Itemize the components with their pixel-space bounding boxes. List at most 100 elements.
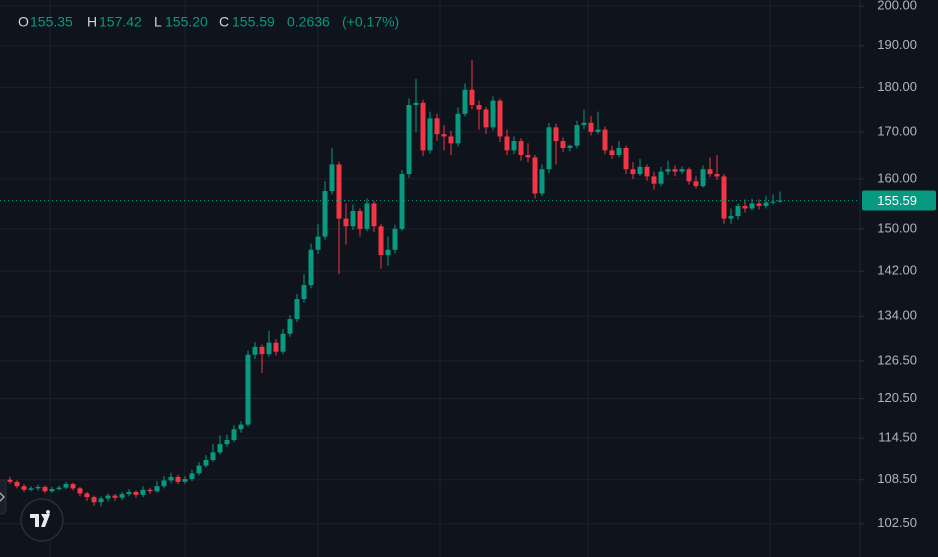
candle-body bbox=[343, 218, 349, 227]
candle-body bbox=[539, 169, 545, 194]
candle-body bbox=[126, 491, 132, 495]
candle-body bbox=[504, 136, 510, 151]
candle-body bbox=[756, 203, 762, 206]
y-tick-label: 200.00 bbox=[877, 0, 917, 12]
candle-body bbox=[427, 118, 433, 151]
candle-body bbox=[721, 176, 727, 219]
candle-body bbox=[322, 191, 328, 237]
candle-body bbox=[84, 493, 90, 498]
candle-body bbox=[637, 166, 643, 175]
candle-body bbox=[574, 125, 580, 146]
candle-body bbox=[742, 205, 748, 209]
candle-body bbox=[140, 489, 146, 495]
candle-body bbox=[707, 169, 713, 175]
candle-body bbox=[77, 488, 83, 494]
candle-body bbox=[42, 486, 48, 492]
candle-body bbox=[21, 486, 27, 490]
candle-body bbox=[203, 459, 209, 466]
candle-body bbox=[336, 164, 342, 219]
candle-body bbox=[119, 494, 125, 498]
candle-body bbox=[378, 226, 384, 256]
candle-body bbox=[28, 488, 34, 490]
candle-body bbox=[749, 203, 755, 209]
collapse-arrow bbox=[0, 492, 5, 502]
candle-body bbox=[616, 148, 622, 156]
candle-body bbox=[266, 342, 272, 355]
candle-body bbox=[777, 200, 783, 202]
candle-body bbox=[413, 102, 419, 106]
candle-body bbox=[728, 216, 734, 219]
logo-circle[interactable] bbox=[20, 498, 64, 542]
candle-body bbox=[231, 429, 237, 441]
candle-body bbox=[490, 100, 496, 128]
candle-body bbox=[665, 169, 671, 172]
candle-body bbox=[147, 489, 153, 492]
candle-body bbox=[560, 141, 566, 149]
header-change: 0.2636 bbox=[287, 14, 330, 30]
candle-body bbox=[770, 201, 776, 203]
header-value: 157.42 bbox=[99, 14, 142, 30]
candle-body bbox=[588, 122, 594, 132]
candle-body bbox=[630, 169, 636, 175]
candle-body bbox=[280, 333, 286, 352]
candle-body bbox=[287, 319, 293, 334]
y-tick-label: 150.00 bbox=[877, 220, 917, 235]
candle-body bbox=[532, 157, 538, 194]
candle-body bbox=[182, 479, 188, 482]
candle-body bbox=[623, 148, 629, 170]
candle-body bbox=[329, 164, 335, 192]
candle-body bbox=[651, 176, 657, 184]
y-tick-label: 142.00 bbox=[877, 263, 917, 278]
header-value: 155.20 bbox=[165, 14, 208, 30]
collapse-tab[interactable] bbox=[0, 479, 7, 515]
candle-body bbox=[14, 481, 20, 487]
candle-body bbox=[273, 342, 279, 352]
candle-body bbox=[294, 299, 300, 320]
candle-body bbox=[595, 129, 601, 132]
candle-body bbox=[686, 169, 692, 182]
candle-body bbox=[469, 89, 475, 106]
header-label: L bbox=[154, 14, 162, 30]
header-label: C bbox=[219, 14, 229, 30]
collapse-button[interactable] bbox=[0, 479, 7, 515]
candle-body bbox=[581, 122, 587, 126]
last-price-tag bbox=[862, 190, 936, 211]
candle-body bbox=[483, 109, 489, 128]
candle-body bbox=[679, 169, 685, 172]
y-tick-label: 170.00 bbox=[877, 123, 917, 138]
candle-body bbox=[259, 346, 265, 355]
candle-body bbox=[644, 166, 650, 177]
candle-body bbox=[350, 210, 356, 227]
candle-body bbox=[455, 113, 461, 144]
candle-body bbox=[553, 127, 559, 142]
logo[interactable] bbox=[20, 498, 64, 542]
candle-body bbox=[217, 444, 223, 453]
candle-body bbox=[371, 203, 377, 227]
candle-body bbox=[238, 424, 244, 430]
last-price-label: 155.59 bbox=[877, 193, 917, 208]
candle-body bbox=[609, 150, 615, 156]
candle-body bbox=[392, 228, 398, 250]
candle-body bbox=[308, 249, 314, 286]
y-tick-label: 190.00 bbox=[877, 37, 917, 52]
candle-body bbox=[546, 127, 552, 170]
header-change-pct: (+0,17%) bbox=[342, 14, 399, 30]
candle-body bbox=[434, 118, 440, 135]
y-tick-label: 102.50 bbox=[877, 515, 917, 530]
candle-body bbox=[567, 145, 573, 149]
candle-body bbox=[399, 174, 405, 229]
header-value: 155.59 bbox=[232, 14, 275, 30]
candle-body bbox=[63, 484, 69, 488]
logo-mark bbox=[30, 510, 51, 527]
candle-body bbox=[210, 452, 216, 460]
candle-body bbox=[301, 285, 307, 300]
candle-body bbox=[98, 498, 104, 503]
candle-body bbox=[763, 202, 769, 206]
candle-body bbox=[462, 89, 468, 114]
header-label: O bbox=[18, 14, 29, 30]
candle-body bbox=[511, 141, 517, 151]
candle-body bbox=[518, 141, 524, 156]
header-value: 155.35 bbox=[30, 14, 73, 30]
